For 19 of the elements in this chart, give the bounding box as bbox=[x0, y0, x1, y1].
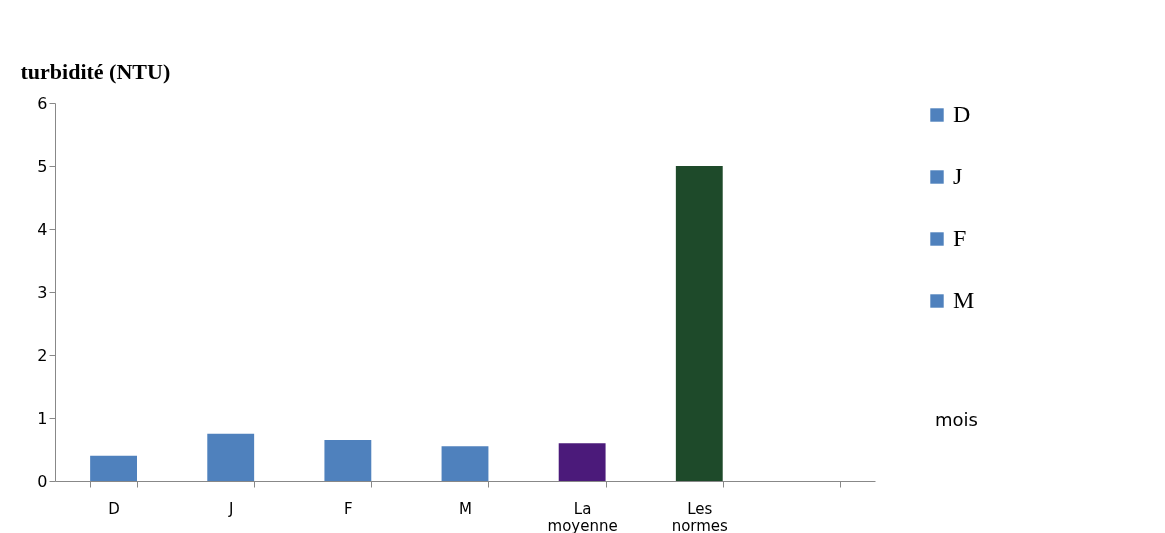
legend-label: M bbox=[953, 287, 975, 313]
y-tick-label: 0 bbox=[37, 471, 48, 491]
legend-label: D bbox=[953, 101, 971, 127]
y-axis-title: turbidité (NTU) bbox=[20, 58, 171, 84]
x-tick-label: F bbox=[344, 499, 353, 518]
y-tick-label: 3 bbox=[37, 282, 48, 302]
y-tick-label: 2 bbox=[37, 345, 48, 365]
y-tick-label: 4 bbox=[37, 219, 48, 239]
x-tick-label: Les normes bbox=[671, 499, 729, 533]
y-tick-label: 5 bbox=[37, 156, 48, 176]
y-tick-label: 1 bbox=[37, 408, 48, 428]
y-tick-label: 6 bbox=[37, 93, 48, 113]
legend-label: F bbox=[953, 225, 967, 251]
x-tick-label: La moyenne bbox=[547, 499, 618, 533]
x-tick-label: J bbox=[228, 499, 234, 518]
text: mois bbox=[935, 409, 978, 430]
legend-label: J bbox=[953, 163, 963, 189]
x-tick-label: D bbox=[108, 499, 120, 518]
x-tick-label: M bbox=[459, 499, 472, 518]
